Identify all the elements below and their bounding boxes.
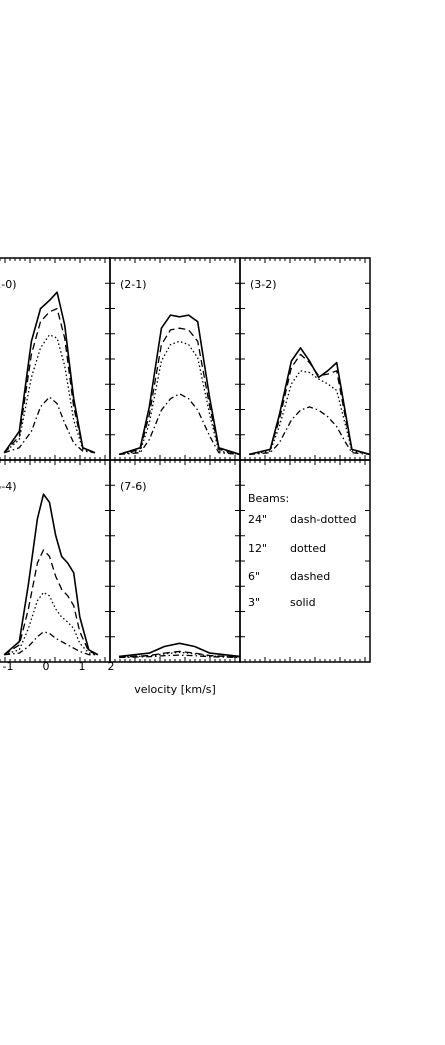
series-line-dotted	[118, 340, 241, 456]
legend-style-dash-dotted: dash-dotted	[290, 513, 356, 526]
series-line-dash-dotted	[3, 396, 95, 454]
panel-label: (7-6)	[120, 480, 147, 493]
series-line-dotted	[248, 370, 371, 456]
panel-label: (6-4)	[0, 480, 17, 493]
x-tick-label-1: 1	[79, 660, 86, 673]
legend-beam-24: 24"	[248, 513, 267, 526]
series-line-dashed	[248, 353, 371, 456]
legend-beam-12: 12"	[248, 542, 267, 555]
series-line-dashed	[119, 650, 241, 658]
legend-title: Beams:	[248, 492, 289, 505]
series-line-dash-dotted	[119, 654, 241, 659]
legend-beam-6: 6"	[248, 570, 260, 583]
panel-label: (3-2)	[250, 278, 277, 291]
legend-style-solid: solid	[290, 596, 316, 609]
x-axis-label: velocity [km/s]	[134, 683, 216, 696]
series-line-solid	[3, 291, 96, 454]
legend-style-dashed: dashed	[290, 570, 330, 583]
series-line-solid	[118, 314, 241, 456]
series-line-solid	[248, 347, 371, 456]
series-line-solid	[119, 642, 241, 658]
x-tick-label-neg1: -1	[3, 660, 14, 673]
series-line-dashed	[118, 327, 241, 456]
legend-beam-3: 3"	[248, 596, 260, 609]
series-line-dash-dotted	[249, 406, 371, 456]
panel-label: (2-1)	[120, 278, 147, 291]
legend-style-dotted: dotted	[290, 542, 326, 555]
series-line-dashed	[3, 549, 99, 656]
panel-frame	[239, 459, 371, 663]
series-line-dotted	[119, 651, 241, 658]
x-tick-label-0: 0	[43, 660, 50, 673]
series-line-solid	[3, 493, 99, 656]
x-tick-label-2: 2	[108, 660, 115, 673]
series-line-dash-dotted	[119, 393, 241, 456]
panel-label: (1-0)	[0, 278, 17, 291]
series-line-dashed	[3, 307, 96, 454]
series-line-dotted	[3, 334, 96, 454]
